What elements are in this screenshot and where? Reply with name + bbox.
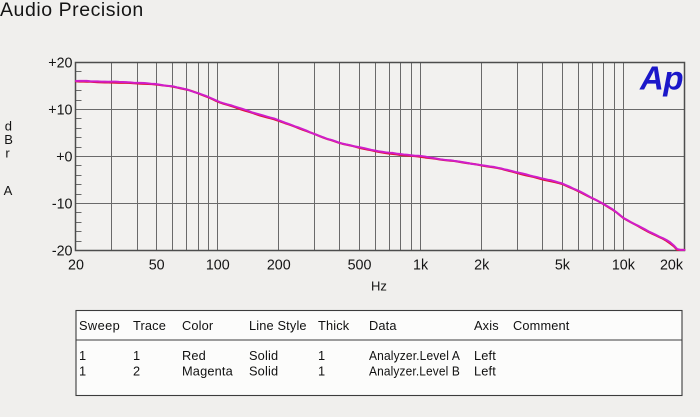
- svg-text:+0: +0: [56, 150, 72, 166]
- svg-text:+20: +20: [48, 56, 72, 72]
- svg-text:1: 1: [318, 364, 325, 379]
- svg-text:+10: +10: [48, 103, 72, 119]
- svg-text:50: 50: [149, 257, 165, 273]
- svg-text:-10: -10: [52, 197, 73, 213]
- svg-text:Hz: Hz: [371, 279, 387, 294]
- svg-text:Solid: Solid: [249, 364, 278, 379]
- svg-text:500: 500: [348, 257, 372, 273]
- svg-text:Analyzer.Level B: Analyzer.Level B: [369, 364, 460, 379]
- svg-text:1: 1: [79, 348, 86, 363]
- svg-text:Color: Color: [182, 318, 214, 333]
- svg-text:20: 20: [68, 257, 84, 273]
- svg-text:Left: Left: [474, 348, 496, 363]
- svg-text:10k: 10k: [612, 257, 636, 273]
- svg-text:Analyzer.Level A: Analyzer.Level A: [369, 348, 460, 363]
- svg-text:1: 1: [318, 348, 325, 363]
- svg-text:Solid: Solid: [249, 348, 278, 363]
- svg-text:Magenta: Magenta: [182, 364, 234, 379]
- svg-text:2: 2: [133, 364, 140, 379]
- svg-text:Line Style: Line Style: [249, 318, 307, 333]
- svg-text:Data: Data: [369, 318, 397, 333]
- svg-text:2k: 2k: [474, 257, 490, 273]
- svg-text:Axis: Axis: [474, 318, 499, 333]
- svg-text:B: B: [4, 132, 13, 147]
- svg-text:r: r: [5, 146, 10, 161]
- svg-text:1: 1: [133, 348, 140, 363]
- svg-text:5k: 5k: [555, 257, 571, 273]
- svg-text:Trace: Trace: [133, 318, 166, 333]
- svg-text:Left: Left: [474, 364, 496, 379]
- svg-text:20k: 20k: [660, 257, 684, 273]
- svg-text:Comment: Comment: [513, 318, 570, 333]
- svg-text:-20: -20: [52, 244, 73, 260]
- svg-text:Red: Red: [182, 348, 206, 363]
- svg-text:100: 100: [206, 257, 230, 273]
- svg-text:Thick: Thick: [318, 318, 350, 333]
- svg-text:d: d: [5, 119, 12, 134]
- svg-text:Sweep: Sweep: [79, 318, 120, 333]
- svg-text:A: A: [4, 183, 13, 198]
- svg-text:1k: 1k: [413, 257, 429, 273]
- svg-text:Ap: Ap: [639, 60, 683, 97]
- svg-text:200: 200: [267, 257, 291, 273]
- svg-text:Audio Precision: Audio Precision: [0, 0, 144, 21]
- svg-text:1: 1: [79, 364, 86, 379]
